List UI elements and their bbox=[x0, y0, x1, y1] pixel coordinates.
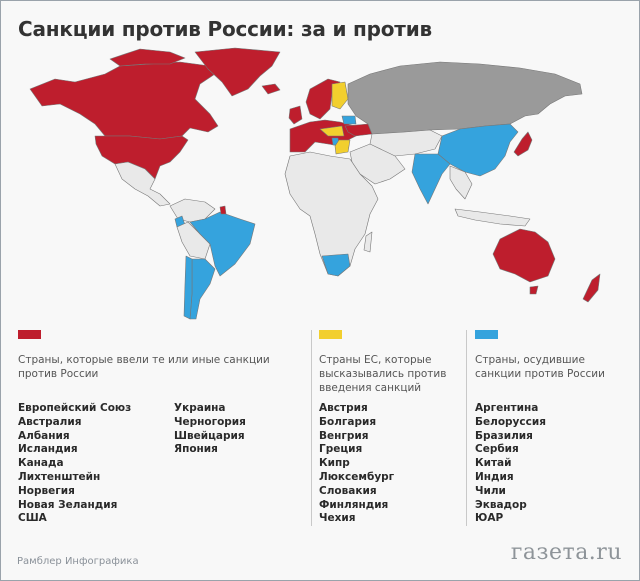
map-brazil bbox=[189, 211, 256, 277]
map-mexico bbox=[114, 161, 171, 207]
legend-description: Страны, которые ввели те или иные санкци… bbox=[18, 354, 270, 380]
country-item: Словакия bbox=[319, 484, 377, 497]
country-item: Норвегия bbox=[18, 484, 75, 497]
country-list-sanctions-col1: Европейский Союз Австралия Албания Ислан… bbox=[18, 402, 131, 526]
legend-swatch-red bbox=[18, 330, 41, 339]
map-madagascar bbox=[363, 231, 373, 253]
map-austria-hungary-slovakia-czech bbox=[319, 125, 345, 137]
country-item: Европейский Союз bbox=[18, 402, 132, 414]
map-french-guiana bbox=[219, 205, 227, 215]
country-item: Венгрия bbox=[319, 429, 369, 442]
map-peru-bolivia bbox=[176, 221, 211, 260]
column-divider bbox=[311, 330, 312, 526]
legend-description: Страны ЕС, которые высказывались против … bbox=[319, 354, 447, 394]
legend-eu-against: Страны ЕС, которые высказывались против … bbox=[319, 328, 459, 395]
legend-sanctions: Страны, которые ввели те или иные санкци… bbox=[18, 328, 298, 381]
country-item: Австралия bbox=[18, 415, 82, 428]
map-australia bbox=[492, 228, 556, 283]
map-se-asia bbox=[449, 165, 473, 200]
map-greenland bbox=[194, 47, 281, 97]
country-item: Люксембург bbox=[319, 470, 395, 483]
country-item: Лихтенштейн bbox=[18, 470, 101, 483]
country-item: Чили bbox=[475, 484, 506, 497]
country-item: Болгария bbox=[319, 415, 377, 428]
country-item: Аргентина bbox=[475, 402, 539, 414]
country-item: Сербия bbox=[475, 443, 519, 456]
map-canada bbox=[29, 61, 219, 140]
country-list-condemned: Аргентина Белоруссия Бразилия Сербия Кит… bbox=[475, 402, 546, 526]
legend-swatch-yellow bbox=[319, 330, 342, 339]
country-item: Индия bbox=[475, 470, 514, 483]
country-item: Бразилия bbox=[475, 429, 533, 442]
map-ukraine bbox=[344, 123, 373, 137]
country-item: Чехия bbox=[319, 512, 356, 525]
map-uk bbox=[288, 105, 303, 125]
country-item: Исландия bbox=[18, 443, 78, 456]
map-south-africa bbox=[321, 253, 351, 277]
map-bulgaria-greece bbox=[334, 139, 351, 155]
country-item: Черногория bbox=[174, 415, 246, 428]
map-usa bbox=[94, 135, 189, 180]
country-item: Китай bbox=[475, 457, 512, 470]
column-divider bbox=[466, 330, 467, 526]
country-item: США bbox=[18, 512, 47, 525]
country-item: Швейцария bbox=[174, 429, 245, 442]
map-belarus bbox=[341, 115, 357, 125]
map-russia bbox=[347, 61, 583, 137]
country-list-eu-against: Австрия Болгария Венгрия Греция Кипр Люк… bbox=[319, 402, 394, 526]
map-new-zealand bbox=[582, 273, 601, 303]
country-item: Греция bbox=[319, 443, 363, 456]
country-item: Финляндия bbox=[319, 498, 389, 511]
page-title: Санкции против России: за и против bbox=[18, 17, 432, 41]
country-item: Эквадор bbox=[475, 498, 527, 511]
credit-text: Рамблер Инфографика bbox=[17, 556, 139, 567]
country-item: Белоруссия bbox=[475, 415, 546, 428]
map-finland bbox=[331, 81, 349, 110]
legend-description: Страны, осудившие санкции против России bbox=[475, 354, 605, 380]
map-chile bbox=[183, 255, 193, 320]
country-item: Албания bbox=[18, 429, 70, 442]
map-iceland bbox=[261, 83, 281, 95]
map-western-europe bbox=[289, 119, 361, 153]
map-africa bbox=[284, 151, 379, 277]
map-tasmania bbox=[529, 285, 539, 295]
country-item: Канада bbox=[18, 457, 64, 470]
map-japan bbox=[513, 131, 533, 157]
legend-condemned: Страны, осудившие санкции против России bbox=[475, 328, 625, 381]
world-map bbox=[29, 47, 601, 320]
map-argentina bbox=[189, 258, 216, 320]
map-canada-arctic bbox=[109, 48, 186, 67]
map-norway-sweden bbox=[305, 78, 341, 120]
country-item: Украина bbox=[174, 402, 226, 414]
map-indonesia bbox=[454, 208, 531, 227]
country-item: Кипр bbox=[319, 457, 350, 470]
country-item: ЮАР bbox=[475, 512, 504, 525]
country-item: Япония bbox=[174, 443, 218, 456]
country-item: Новая Зеландия bbox=[18, 498, 118, 511]
gazeta-logo: газета.ru bbox=[510, 540, 622, 565]
country-item: Австрия bbox=[319, 402, 368, 414]
legend-swatch-blue bbox=[475, 330, 498, 339]
map-india bbox=[411, 153, 451, 205]
country-list-sanctions-col2: Украина Черногория Швейцария Япония bbox=[174, 402, 246, 457]
